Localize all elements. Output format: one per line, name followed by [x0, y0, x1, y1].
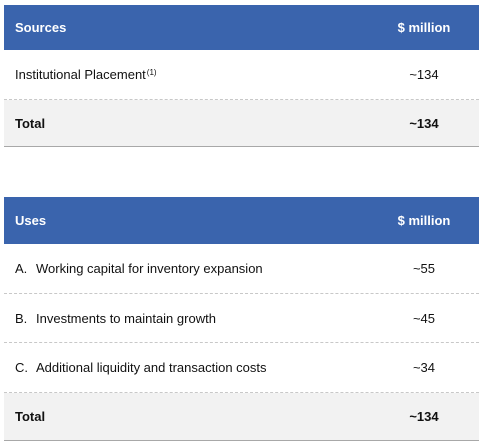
uses-row-label: B. Investments to maintain growth	[4, 311, 369, 326]
sources-header-row: Sources $ million	[4, 5, 479, 50]
uses-header-row: Uses $ million	[4, 197, 479, 244]
table-row: C. Additional liquidity and transaction c…	[4, 343, 479, 393]
uses-total-value: ~134	[409, 409, 439, 424]
sources-row-value: ~134	[409, 67, 439, 82]
item-description: Investments to maintain growth	[36, 310, 216, 326]
uses-total-label: Total	[15, 409, 46, 424]
sources-header-value: $ million	[397, 20, 451, 35]
uses-row-label: C. Additional liquidity and transaction c…	[4, 360, 369, 375]
uses-total-row: Total ~134	[4, 393, 479, 441]
uses-table: Uses $ million A. Working capital for inv…	[4, 197, 479, 441]
item-description: Working capital for inventory expansion	[36, 261, 263, 276]
item-letter: C.	[15, 360, 28, 375]
table-row: Institutional Placement(1) ~134	[4, 50, 479, 100]
uses-header-value: $ million	[397, 213, 451, 228]
sources-header-label: Sources	[15, 20, 67, 35]
sources-table: Sources $ million Institutional Placemen…	[4, 5, 479, 147]
item-letter: B.	[15, 310, 28, 326]
uses-row-value: ~34	[412, 360, 436, 375]
table-row: A. Working capital for inventory expansio…	[4, 244, 479, 294]
table-row: B. Investments to maintain growth ~45	[4, 294, 479, 343]
sources-total-row: Total ~134	[4, 100, 479, 147]
uses-row-value: ~45	[412, 310, 436, 326]
sources-total-label: Total	[15, 115, 46, 131]
item-letter: A.	[15, 261, 28, 276]
uses-header-label: Uses	[15, 213, 47, 228]
institutional-placement-label: Institutional Placement	[15, 67, 146, 82]
footnote-marker: (1)	[146, 68, 157, 77]
uses-row-label: A. Working capital for inventory expansio…	[4, 261, 369, 276]
uses-row-value: ~55	[412, 261, 436, 276]
sources-total-value: ~134	[409, 115, 439, 131]
sources-row-label: Institutional Placement(1)	[4, 67, 369, 82]
item-description: Additional liquidity and transaction cos…	[36, 360, 267, 375]
